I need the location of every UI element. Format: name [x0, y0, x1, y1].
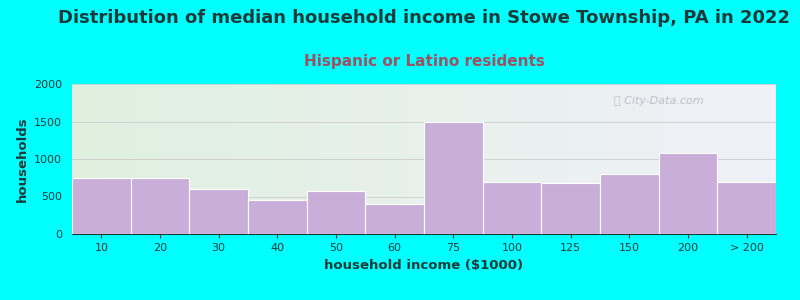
Bar: [248, 200, 306, 234]
Bar: [482, 182, 542, 234]
Bar: [366, 204, 424, 234]
Bar: [658, 153, 718, 234]
Bar: [718, 182, 776, 234]
Bar: [600, 174, 658, 234]
Text: Distribution of median household income in Stowe Township, PA in 2022: Distribution of median household income …: [58, 9, 790, 27]
X-axis label: household income ($1000): household income ($1000): [325, 259, 523, 272]
Text: ⓘ City-Data.com: ⓘ City-Data.com: [614, 96, 704, 106]
Bar: [72, 178, 130, 234]
Y-axis label: households: households: [15, 116, 29, 202]
Bar: [130, 178, 190, 234]
Bar: [306, 191, 366, 234]
Text: Hispanic or Latino residents: Hispanic or Latino residents: [303, 54, 545, 69]
Bar: [542, 183, 600, 234]
Bar: [424, 122, 482, 234]
Bar: [190, 189, 248, 234]
